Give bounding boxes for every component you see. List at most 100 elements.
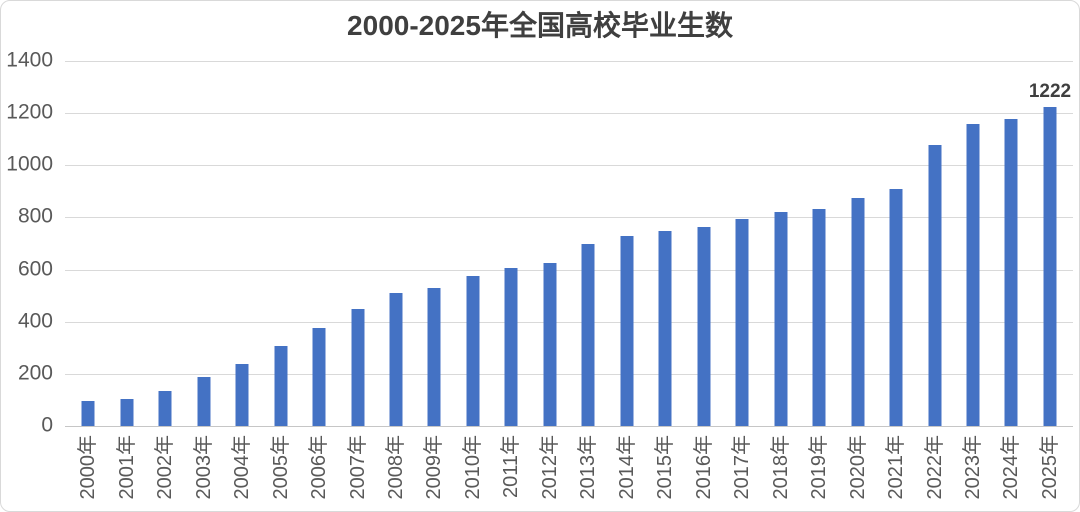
bar-slot: [223, 61, 261, 426]
x-slot: 2012年: [531, 432, 569, 511]
y-tick-label: 200: [17, 361, 53, 385]
x-tick-label: 2005年: [269, 435, 292, 500]
y-tick-label: 1200: [6, 100, 53, 124]
bar-slot: [608, 61, 646, 426]
bar: [427, 287, 441, 426]
bar: [658, 230, 672, 426]
x-tick-label: 2023年: [962, 435, 985, 500]
bar-slot: [685, 61, 723, 426]
x-tick-label: 2013年: [577, 435, 600, 500]
bar: [197, 377, 211, 426]
bar-slot: [338, 61, 376, 426]
bar: [504, 267, 518, 426]
x-tick-label: 2003年: [192, 435, 215, 500]
bar-slot: [531, 61, 569, 426]
bar: [466, 276, 480, 426]
bar-slot: [107, 61, 145, 426]
x-tick-label: 2022年: [923, 435, 946, 500]
x-tick-label: 2025年: [1038, 435, 1061, 500]
bar-slot: [415, 61, 453, 426]
bar: [158, 391, 172, 426]
x-slot: 2013年: [569, 432, 607, 511]
x-slot: 2015年: [646, 432, 684, 511]
gridline: [65, 373, 1073, 375]
x-tick-label: 2024年: [1000, 435, 1023, 500]
x-slot: 2017年: [723, 432, 761, 511]
x-slot: 2022年: [915, 432, 953, 511]
bar-slot: [492, 61, 530, 426]
x-slot: 2003年: [184, 432, 222, 511]
x-axis: 2000年 2001年 2002年 2003年 2004年 2005年 2006年 2007年…: [69, 432, 1069, 511]
y-tick-label: 600: [17, 257, 53, 281]
bar-series: 1222: [69, 61, 1072, 426]
bar-slot: [915, 61, 953, 426]
chart-title: 2000-2025年全国高校毕业生数: [347, 10, 733, 41]
bar: [812, 208, 826, 426]
bar-slot: [800, 61, 838, 426]
bar: [81, 401, 95, 426]
data-label: 1222: [1028, 81, 1072, 103]
bar-slot: [300, 61, 338, 426]
bar-slot: [877, 61, 915, 426]
y-tick-label: 1000: [6, 152, 53, 176]
bar-slot: [838, 61, 876, 426]
bar-slot: [954, 61, 992, 426]
x-slot: 2000年: [69, 432, 107, 511]
x-tick-label: 2012年: [538, 435, 561, 500]
gridline: [65, 217, 1073, 219]
y-tick-label: 1400: [6, 48, 53, 72]
bar: [1043, 107, 1057, 426]
bar: [889, 189, 903, 426]
x-slot: 2010年: [454, 432, 492, 511]
bar: [543, 263, 557, 426]
bar-slot: [261, 61, 299, 426]
y-tick-label: 800: [17, 204, 53, 228]
x-slot: 2009年: [415, 432, 453, 511]
bar-slot: [146, 61, 184, 426]
bar: [774, 211, 788, 426]
x-tick-label: 2008年: [384, 435, 407, 500]
x-slot: 2005年: [261, 432, 299, 511]
plot-area: 1222: [65, 61, 1073, 427]
x-tick-label: 2004年: [231, 435, 254, 500]
y-tick-label: 400: [17, 309, 53, 333]
bar: [312, 327, 326, 426]
x-slot: 2023年: [954, 432, 992, 511]
x-slot: 2025年: [1031, 432, 1069, 511]
x-tick-label: 2018年: [769, 435, 792, 500]
bar: [581, 243, 595, 426]
x-tick-label: 2019年: [808, 435, 831, 500]
bar: [389, 292, 403, 426]
bar-slot: [377, 61, 415, 426]
x-slot: 2001年: [107, 432, 145, 511]
x-tick-label: 2007年: [346, 435, 369, 500]
x-slot: 2008年: [377, 432, 415, 511]
bar-slot: [69, 61, 107, 426]
x-tick-label: 2011年: [500, 435, 523, 499]
bar-slot: [454, 61, 492, 426]
bar: [274, 345, 288, 426]
bar-slot: [761, 61, 799, 426]
x-slot: 2011年: [492, 432, 530, 511]
x-slot: 2016年: [685, 432, 723, 511]
bar: [928, 145, 942, 426]
gridline: [65, 321, 1073, 323]
bar: [620, 236, 634, 426]
x-tick-label: 2006年: [308, 435, 331, 500]
x-tick-label: 2021年: [885, 435, 908, 500]
gridline: [65, 113, 1073, 115]
bar: [1004, 118, 1018, 426]
x-slot: 2007年: [338, 432, 376, 511]
x-slot: 2004年: [223, 432, 261, 511]
x-slot: 2018年: [761, 432, 799, 511]
gridline: [65, 165, 1073, 167]
x-tick-label: 2009年: [423, 435, 446, 500]
bar: [351, 309, 365, 426]
x-tick-label: 2016年: [692, 435, 715, 500]
x-tick-label: 2014年: [615, 435, 638, 500]
x-slot: 2019年: [800, 432, 838, 511]
gridline: [65, 61, 1073, 62]
x-tick-label: 2002年: [154, 435, 177, 500]
x-slot: 2006年: [300, 432, 338, 511]
